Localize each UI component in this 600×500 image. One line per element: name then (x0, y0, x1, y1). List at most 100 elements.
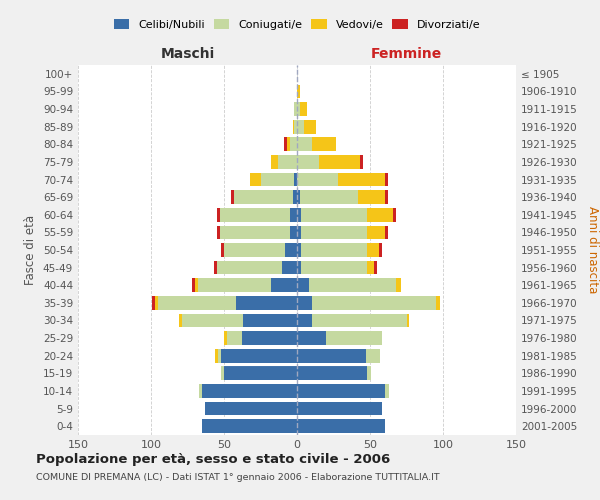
Bar (198, 278, 271, 292)
Bar (179, 314, 182, 328)
Bar (297, 138, 311, 151)
Bar (220, 208, 290, 222)
Bar (236, 296, 297, 310)
Bar (301, 260, 367, 274)
Bar (221, 243, 224, 257)
Bar (158, 296, 236, 310)
Bar (297, 120, 304, 134)
Bar (385, 172, 388, 186)
Bar (214, 260, 217, 274)
Bar (250, 172, 260, 186)
Bar (220, 226, 290, 239)
Bar (202, 420, 297, 433)
Bar (290, 138, 297, 151)
Bar (385, 190, 388, 204)
Bar (297, 296, 311, 310)
Bar (242, 331, 297, 345)
Bar (286, 243, 297, 257)
Bar (385, 384, 389, 398)
Bar (374, 260, 377, 274)
Bar (367, 366, 371, 380)
Bar (234, 190, 293, 204)
Bar (192, 278, 195, 292)
Bar (278, 155, 297, 169)
Text: COMUNE DI PREMANA (LC) - Dati ISTAT 1° gennaio 2006 - Elaborazione TUTTITALIA.IT: COMUNE DI PREMANA (LC) - Dati ISTAT 1° g… (36, 472, 440, 482)
Bar (365, 349, 380, 362)
Bar (311, 138, 337, 151)
Bar (224, 331, 227, 345)
Bar (294, 102, 297, 116)
Bar (297, 402, 382, 415)
Bar (182, 314, 243, 328)
Bar (396, 278, 401, 292)
Bar (297, 366, 367, 380)
Bar (221, 366, 224, 380)
Bar (436, 296, 440, 310)
Bar (297, 155, 319, 169)
Legend: Celibi/Nubili, Coniugati/e, Vedovi/e, Divorziati/e: Celibi/Nubili, Coniugati/e, Vedovi/e, Di… (114, 19, 480, 30)
Bar (297, 331, 326, 345)
Bar (297, 314, 311, 328)
Bar (379, 243, 382, 257)
Bar (217, 208, 220, 222)
Y-axis label: Fasce di età: Fasce di età (25, 215, 37, 285)
Bar (367, 226, 385, 239)
Bar (338, 172, 385, 186)
Bar (367, 208, 394, 222)
Bar (297, 243, 301, 257)
Bar (297, 384, 385, 398)
Bar (290, 226, 297, 239)
Bar (297, 226, 301, 239)
Bar (319, 155, 360, 169)
Bar (311, 296, 436, 310)
Bar (293, 120, 294, 134)
Bar (293, 190, 297, 204)
Bar (221, 349, 297, 362)
Bar (224, 243, 286, 257)
Bar (227, 331, 242, 345)
Bar (271, 155, 278, 169)
Bar (218, 349, 221, 362)
Bar (297, 260, 301, 274)
Bar (311, 314, 407, 328)
Bar (215, 349, 218, 362)
Bar (205, 402, 297, 415)
Bar (155, 296, 158, 310)
Bar (287, 138, 290, 151)
Bar (300, 102, 307, 116)
Bar (297, 84, 300, 98)
Bar (308, 278, 396, 292)
Bar (202, 384, 297, 398)
Bar (217, 260, 283, 274)
Y-axis label: Anni di nascita: Anni di nascita (586, 206, 599, 294)
Bar (271, 278, 297, 292)
Bar (297, 349, 365, 362)
Bar (297, 172, 338, 186)
Bar (326, 331, 382, 345)
Bar (297, 420, 385, 433)
Bar (152, 296, 155, 310)
Bar (243, 314, 297, 328)
Bar (297, 278, 308, 292)
Bar (284, 138, 287, 151)
Bar (407, 314, 409, 328)
Bar (301, 226, 367, 239)
Bar (195, 278, 198, 292)
Bar (385, 226, 388, 239)
Bar (304, 120, 316, 134)
Bar (300, 190, 358, 204)
Text: Femmine: Femmine (371, 48, 442, 62)
Bar (232, 190, 234, 204)
Text: Maschi: Maschi (160, 48, 215, 62)
Text: Popolazione per età, sesso e stato civile - 2006: Popolazione per età, sesso e stato civil… (36, 452, 390, 466)
Bar (224, 366, 297, 380)
Bar (301, 243, 367, 257)
Bar (199, 384, 202, 398)
Bar (283, 260, 297, 274)
Bar (394, 208, 396, 222)
Bar (367, 243, 379, 257)
Bar (360, 155, 363, 169)
Bar (367, 260, 374, 274)
Bar (297, 102, 300, 116)
Bar (297, 208, 301, 222)
